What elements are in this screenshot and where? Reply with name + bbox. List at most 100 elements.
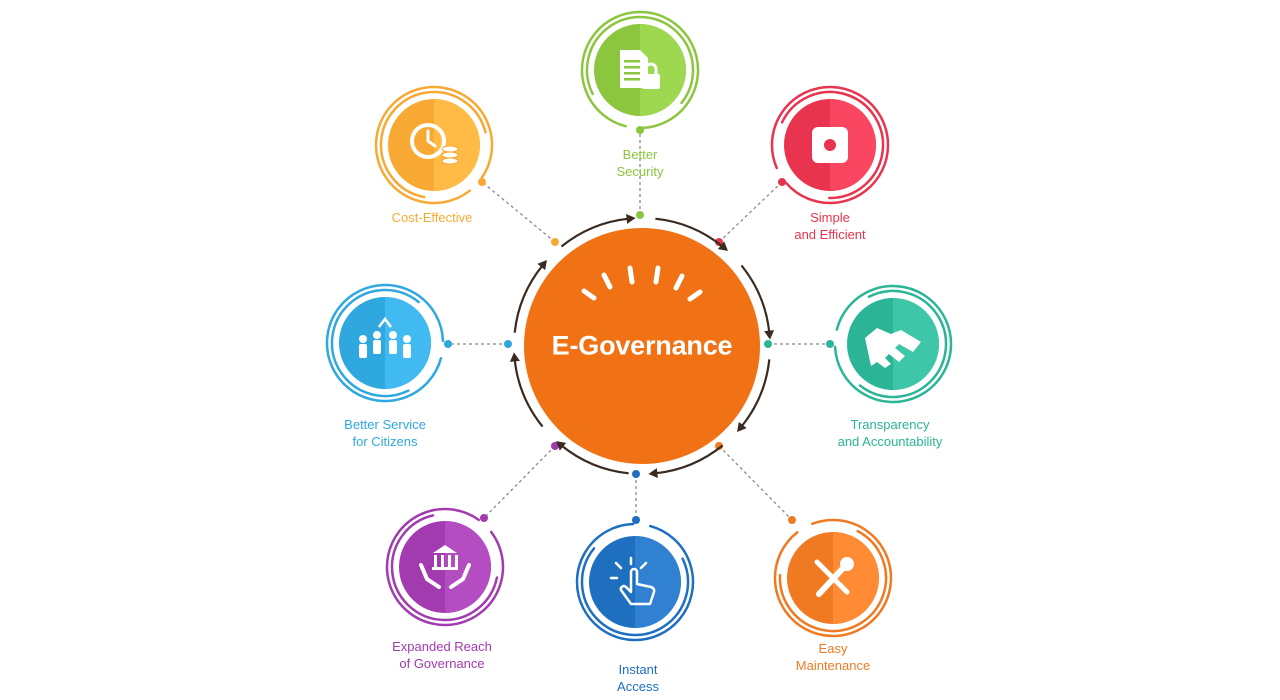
center-hub xyxy=(524,228,760,464)
node-expanded-reach xyxy=(385,507,505,627)
cycle-arc xyxy=(740,264,771,333)
node-dot xyxy=(788,516,796,524)
wrench-screwdriver-icon xyxy=(814,557,854,597)
node-label-line: Cost-Effective xyxy=(391,210,473,225)
node-circle-highlight xyxy=(833,532,879,624)
cycle-arc xyxy=(655,444,724,475)
node-outer-ring xyxy=(330,288,420,398)
node-label-instant-access: Instant Access xyxy=(543,661,733,695)
connector-line xyxy=(718,445,793,521)
node-outer-ring xyxy=(580,10,700,130)
node-circle-highlight xyxy=(635,536,681,628)
center-title: E-Governance xyxy=(551,330,733,361)
clock-coins-icon xyxy=(410,123,459,165)
node-dot xyxy=(444,340,452,348)
document-lock-icon xyxy=(620,50,660,89)
node-better-service xyxy=(325,283,445,403)
node-label-line: and Efficient xyxy=(794,227,866,242)
node-label-better-security: Better Security xyxy=(545,146,735,180)
cycle-arrowhead-icon xyxy=(556,441,567,451)
connector-line xyxy=(483,445,556,519)
hands-bank-icon xyxy=(419,545,471,589)
sunburst-rays-icon xyxy=(581,265,703,302)
node-outer-ring xyxy=(390,514,499,622)
cycle-arrowhead-icon xyxy=(509,352,520,362)
node-outer-ring xyxy=(325,283,445,403)
cycle-arrowhead-icon xyxy=(737,421,747,432)
node-label-line: Security xyxy=(616,164,664,179)
cycle-arc xyxy=(560,217,629,248)
node-instant-access xyxy=(575,522,695,642)
node-simple-efficient xyxy=(770,85,890,205)
cycle-arrowhead-icon xyxy=(764,330,775,340)
node-outer-ring xyxy=(773,518,893,638)
node-circle-highlight xyxy=(640,24,686,116)
node-label-simple-efficient: Simple and Efficient xyxy=(735,209,925,243)
node-dot xyxy=(778,178,786,186)
cycle-arrowhead-icon xyxy=(537,260,547,271)
node-label-line: for Citizens xyxy=(352,434,418,449)
cycle-arrowhead-icon xyxy=(717,241,728,251)
node-circle-highlight xyxy=(434,99,480,191)
handshake-icon xyxy=(865,328,921,368)
node-label-line: of Governance xyxy=(399,656,485,671)
node-circle-highlight xyxy=(385,297,431,389)
node-transparency xyxy=(833,284,953,404)
node-outer-ring xyxy=(575,522,695,642)
node-easy-maintenance xyxy=(773,518,893,638)
ring-dot xyxy=(551,442,559,450)
node-label-line: Better xyxy=(622,147,658,162)
node-dot xyxy=(480,514,488,522)
ring-dot xyxy=(632,470,640,478)
node-outer-ring xyxy=(379,90,487,199)
cycle-arc xyxy=(513,264,544,333)
node-outer-ring xyxy=(780,90,885,200)
cycle-ring xyxy=(509,213,775,479)
touch-hand-icon xyxy=(609,556,656,606)
node-outer-ring xyxy=(778,529,888,633)
node-better-security xyxy=(580,10,700,130)
ring-dot xyxy=(504,340,512,348)
node-label-line: Instant xyxy=(618,662,658,677)
node-circle-highlight xyxy=(830,99,876,191)
node-dot xyxy=(826,340,834,348)
node-label-line: Easy xyxy=(818,641,848,656)
node-label-better-service: Better Service for Citizens xyxy=(290,416,480,450)
node-outer-ring xyxy=(833,284,953,404)
node-label-easy-maintenance: Easy Maintenance xyxy=(738,640,928,674)
node-label-line: Simple xyxy=(810,210,850,225)
cycle-arrowhead-icon xyxy=(626,213,636,224)
benefit-nodes xyxy=(325,10,953,642)
cycle-arc xyxy=(740,359,771,428)
center-circle xyxy=(524,228,760,464)
node-label-line: and Accountability xyxy=(837,434,943,449)
node-outer-ring xyxy=(770,85,890,205)
stop-button-icon xyxy=(812,127,848,163)
node-dot xyxy=(478,178,486,186)
connector-line xyxy=(481,181,556,243)
cycle-arc xyxy=(560,444,629,475)
node-cost-effective xyxy=(374,85,494,205)
node-label-expanded-reach: Expanded Reach of Governance xyxy=(347,638,537,672)
node-label-line: Better Service xyxy=(344,417,426,432)
node-dot xyxy=(632,516,640,524)
node-label-line: Expanded Reach xyxy=(392,639,492,654)
node-outer-ring xyxy=(385,507,505,627)
node-outer-ring xyxy=(374,85,494,205)
node-label-transparency: Transparency and Accountability xyxy=(795,416,985,450)
ring-dot xyxy=(636,211,644,219)
cycle-arc xyxy=(513,359,544,428)
citizens-group-icon xyxy=(359,316,411,358)
connector-line xyxy=(718,181,783,243)
node-label-line: Transparency xyxy=(850,417,930,432)
node-label-cost-effective: Cost-Effective xyxy=(337,209,527,226)
node-outer-ring xyxy=(585,15,695,105)
cycle-arc xyxy=(655,217,724,248)
node-label-line: Maintenance xyxy=(795,658,871,673)
cycle-arrowhead-icon xyxy=(648,468,658,479)
node-label-line: Access xyxy=(617,679,659,694)
node-outer-ring xyxy=(580,547,690,637)
node-outer-ring xyxy=(858,289,948,399)
ring-dot xyxy=(551,238,559,246)
